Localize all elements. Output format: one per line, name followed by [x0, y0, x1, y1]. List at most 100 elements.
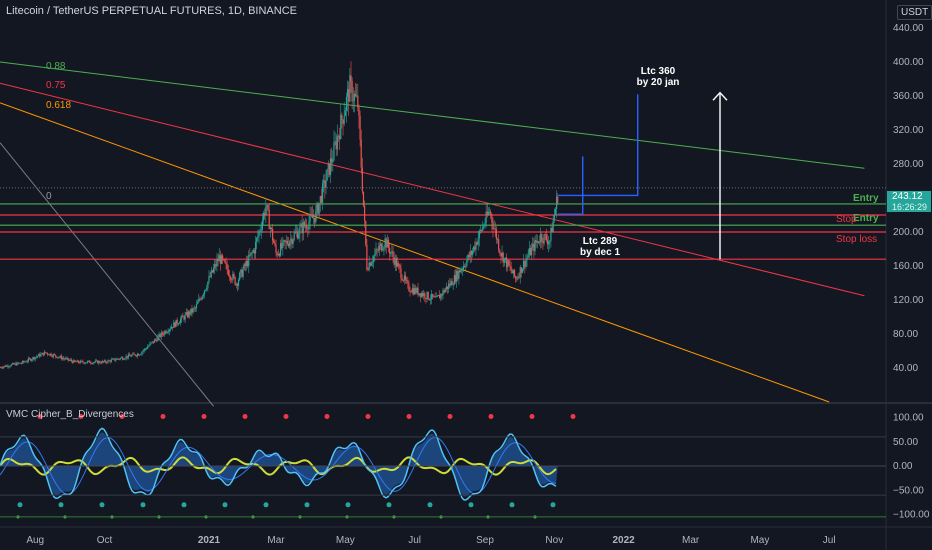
candle-body	[267, 205, 269, 210]
candle-body	[488, 211, 491, 213]
projections	[557, 91, 728, 260]
candle-body	[528, 248, 530, 256]
candle-body	[328, 163, 331, 175]
candle-body	[521, 268, 524, 273]
candle-body	[474, 246, 476, 250]
time-tick-label: Aug	[26, 535, 44, 546]
candle-body	[445, 286, 448, 290]
candle-body	[435, 296, 437, 298]
candle-body	[8, 366, 10, 368]
candle-body	[554, 208, 557, 215]
candle-body	[277, 253, 279, 256]
target-360-line1: Ltc 360	[640, 66, 676, 77]
candle-body	[409, 290, 411, 292]
candle-body	[9, 366, 11, 367]
candle-body	[368, 262, 370, 270]
candle-body	[42, 352, 44, 356]
indicator-title[interactable]: VMC Cipher_B_Divergences	[6, 409, 134, 420]
fib-label-075: 0.75	[46, 80, 66, 91]
candle-body	[550, 228, 552, 241]
candle-body	[34, 357, 36, 360]
candle-body	[441, 293, 443, 296]
candle-body	[108, 360, 110, 362]
candle-body	[189, 311, 191, 315]
candle-body	[180, 319, 182, 324]
candle-body	[95, 360, 98, 362]
candle-body	[38, 354, 40, 357]
candle-body	[500, 253, 502, 257]
candle-body	[273, 240, 275, 244]
candle-body	[282, 240, 284, 248]
candle-body	[348, 89, 350, 102]
candle-body	[124, 358, 126, 360]
candle-body	[295, 231, 298, 233]
candle-body	[266, 205, 268, 207]
candle-body	[471, 250, 474, 255]
candle-body	[175, 319, 177, 327]
fib-label-088: 0.88	[46, 61, 66, 72]
candle-body	[302, 222, 304, 234]
candle-body	[41, 352, 43, 355]
candle-body	[183, 316, 185, 320]
candle-body	[383, 247, 385, 250]
candle-body	[320, 195, 323, 203]
candle-body	[17, 362, 19, 364]
candle-body	[467, 254, 469, 261]
candle-body	[184, 314, 186, 320]
sell-signal-dot	[283, 414, 289, 420]
candle-body	[301, 223, 303, 234]
candle-body	[206, 288, 208, 290]
price-tick-label: 440.00	[893, 23, 924, 34]
candle-body	[541, 234, 543, 242]
candle-body	[187, 311, 190, 317]
candle-body	[72, 361, 74, 363]
candle-body	[261, 220, 263, 230]
unit-label[interactable]: USDT	[897, 5, 932, 20]
candle-body	[555, 196, 558, 209]
candle-body	[486, 211, 488, 215]
candle-body	[276, 252, 278, 256]
target-360-line2: by 20 jan	[636, 77, 680, 88]
candle-body	[509, 265, 511, 267]
candle-body	[197, 302, 199, 305]
sell-signal-dot	[324, 414, 330, 420]
candle-body	[478, 230, 480, 239]
stop-label-2: Stop loss	[836, 234, 878, 245]
candle-body	[375, 249, 377, 254]
projection-289	[557, 156, 584, 215]
candle-body	[156, 339, 158, 342]
candle-body	[75, 361, 77, 363]
candle-body	[300, 223, 302, 227]
candle-body	[253, 250, 256, 254]
candle-body	[55, 354, 57, 357]
candle-body	[317, 203, 319, 214]
candle-body	[487, 211, 490, 215]
candle-body	[207, 281, 209, 289]
price-tick-label: 200.00	[893, 227, 924, 238]
candle-body	[93, 362, 95, 363]
chart-title[interactable]: Litecoin / TetherUS PERPETUAL FUTURES, 1…	[6, 5, 297, 17]
candle-body	[350, 75, 352, 82]
candle-body	[264, 213, 266, 216]
candle-body	[159, 334, 161, 338]
sell-signal-dot	[488, 414, 494, 420]
candle-body	[319, 195, 321, 203]
candle-body	[212, 268, 215, 273]
candle-body	[40, 354, 42, 357]
candle-body	[5, 365, 7, 367]
candle-body	[53, 354, 56, 356]
candle-body	[114, 358, 116, 361]
fib-label-0618: 0.618	[46, 100, 72, 111]
time-axis[interactable]: Aug Oct 2021 Mar May Jul Sep Nov 2022 Mar May Jul	[26, 535, 835, 546]
candle-body	[48, 354, 50, 356]
candle-body	[204, 289, 207, 291]
candle-body	[452, 284, 454, 286]
candle-body	[139, 354, 141, 356]
candle-body	[298, 234, 300, 239]
candle-body	[526, 257, 528, 260]
candle-body	[517, 276, 519, 279]
candle-body	[103, 360, 106, 362]
indicator-pane	[0, 414, 576, 519]
candle-body	[128, 354, 131, 356]
